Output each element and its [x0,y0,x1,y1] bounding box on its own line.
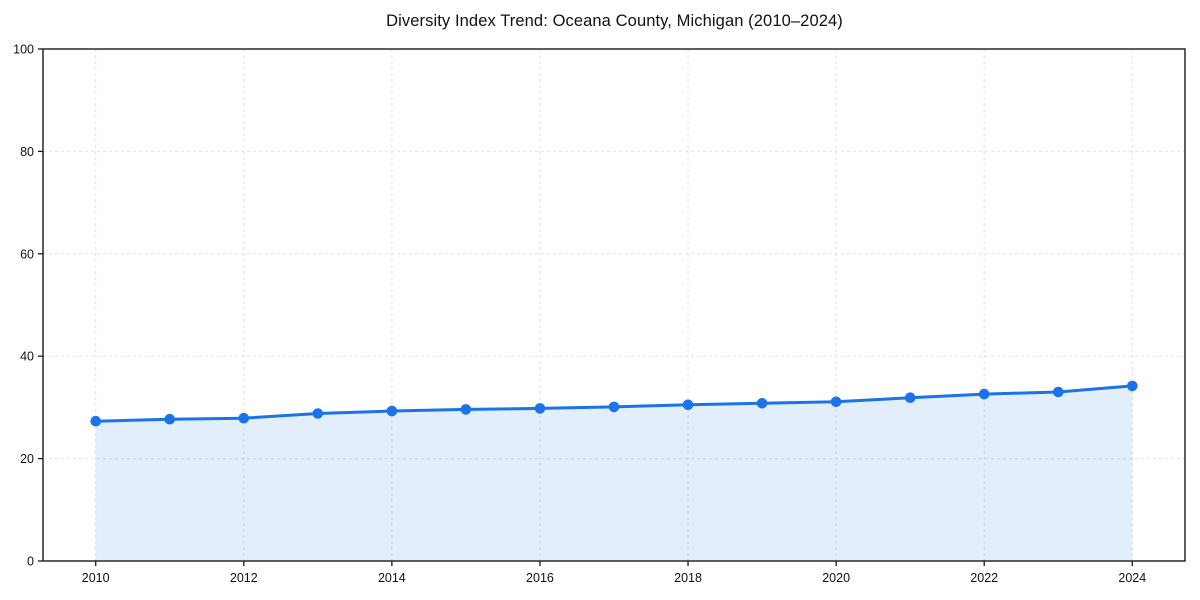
data-point-2024 [1127,380,1138,392]
data-point-2021 [904,392,916,404]
plot-frame [42,48,1186,562]
y-tick-label: 20 [20,452,34,466]
x-tick-label: 2012 [230,571,258,585]
data-point-2016 [534,403,546,414]
data-point-2020 [830,396,842,408]
data-point-2011 [164,413,175,425]
data-point-2012 [238,412,250,424]
x-tick-label: 2024 [1118,571,1146,585]
data-point-2019 [756,398,768,409]
y-tick-label: 100 [13,43,34,57]
data-point-2023 [1053,386,1064,398]
area-fill [95,385,1133,561]
x-tick-label: 2022 [970,571,998,585]
data-point-2013 [312,408,324,419]
x-tick-label: 2010 [82,571,110,585]
x-tick-label: 2016 [526,571,554,585]
y-tick-label: 0 [27,555,34,569]
y-tick-label: 80 [20,145,34,159]
chart-title: Diversity Index Trend: Oceana County, Mi… [386,12,843,30]
x-tick-label: 2020 [822,571,850,585]
data-point-2010 [90,415,101,427]
y-tick-label: 60 [20,247,34,261]
y-tick-label: 40 [20,350,34,364]
data-point-2018 [682,399,694,411]
x-tick-label: 2014 [378,571,406,585]
data-point-2015 [460,404,472,415]
x-tick-label: 2018 [674,571,702,585]
data-point-2017 [608,401,620,413]
data-point-2022 [978,388,990,400]
data-point-2014 [386,405,398,417]
